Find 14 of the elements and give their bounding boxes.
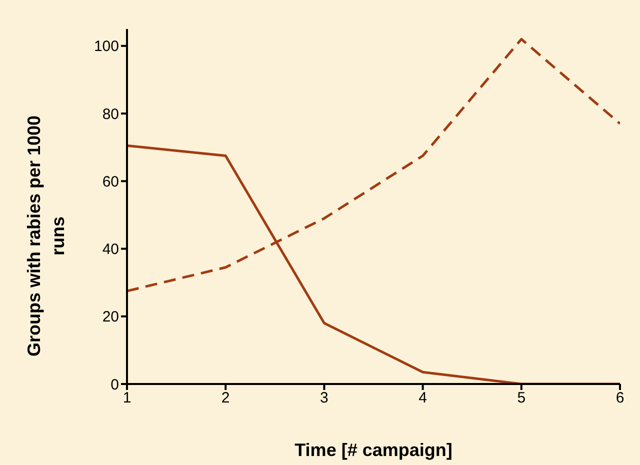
- x-tick-label: 2: [221, 390, 230, 407]
- x-tick-label: 3: [320, 390, 328, 407]
- x-tick-label: 4: [418, 390, 427, 407]
- x-tick-label: 6: [616, 390, 624, 407]
- y-tick-label: 40: [102, 241, 119, 258]
- y-tick-label: 60: [102, 173, 119, 190]
- y-axis-title: Groups with rabies per 1000 runs: [23, 114, 69, 359]
- y-tick-label: 20: [102, 308, 119, 326]
- y-tick-label: 100: [94, 38, 119, 56]
- y-tick-label: 0: [110, 376, 119, 394]
- x-tick-label: 1: [122, 390, 132, 407]
- x-axis-title: Time [# campaign]: [294, 440, 454, 461]
- x-tick-label: 5: [517, 390, 526, 407]
- y-tick-label: 80: [102, 106, 119, 123]
